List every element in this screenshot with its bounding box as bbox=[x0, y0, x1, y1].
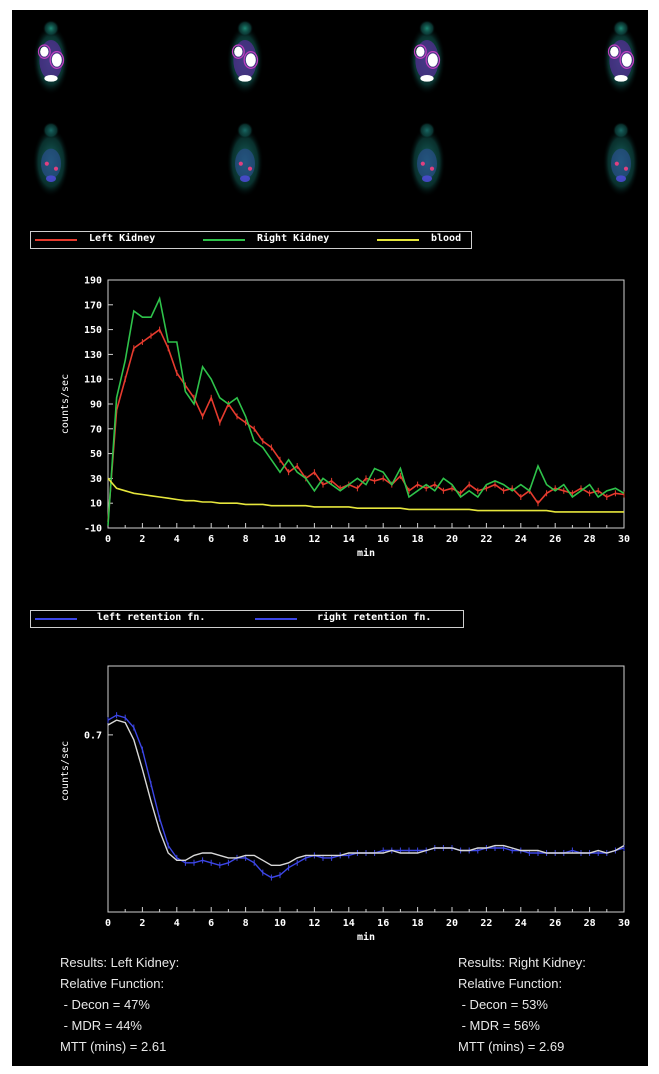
legend-swatch-blood bbox=[377, 239, 419, 241]
legend-swatch-right-kidney bbox=[203, 239, 245, 241]
y-tick-label: 10 bbox=[90, 499, 102, 510]
results-left-mtt: MTT (mins) = 2.61 bbox=[60, 1039, 167, 1054]
x-tick-label: 22 bbox=[480, 534, 492, 545]
x-tick-label: 2 bbox=[139, 534, 145, 545]
legend-label-left-retention: left retention fn. bbox=[97, 612, 206, 623]
x-tick-label: 28 bbox=[584, 918, 596, 929]
results-right-title: Results: Right Kidney: bbox=[458, 955, 586, 970]
results-left-relative: Relative Function: bbox=[60, 976, 165, 991]
results-left-kidney: Results: Left Kidney: Relative Function:… bbox=[60, 952, 179, 1057]
x-tick-label: 20 bbox=[446, 918, 458, 929]
x-tick-label: 30 bbox=[618, 918, 630, 929]
x-tick-label: 28 bbox=[584, 534, 596, 545]
x-tick-label: 16 bbox=[377, 534, 389, 545]
scan-frame bbox=[602, 122, 640, 197]
x-tick-label: 14 bbox=[343, 534, 355, 545]
y-tick-label: 30 bbox=[90, 474, 102, 485]
x-tick-label: 16 bbox=[377, 918, 389, 929]
x-tick-label: 6 bbox=[208, 534, 214, 545]
scan-frame bbox=[408, 20, 446, 95]
y-tick-label: 130 bbox=[84, 350, 102, 361]
legend-label-right-retention: right retention fn. bbox=[317, 612, 432, 623]
x-tick-label: 26 bbox=[549, 918, 561, 929]
renogram-report: Left Kidney Right Kidney blood 0 2 4 6 8 10 12… bbox=[12, 10, 648, 1066]
x-tick-label: 20 bbox=[446, 534, 458, 545]
y-axis-label: counts/sec bbox=[60, 741, 71, 801]
retention-chart: 0 2 4 6 8 10 12 14 16 18 20 22 24 26 28 300.7mincounts/… bbox=[60, 665, 630, 942]
y-tick-label: 110 bbox=[84, 375, 102, 386]
results-right-mtt: MTT (mins) = 2.69 bbox=[458, 1039, 565, 1054]
legend-label-blood: blood bbox=[431, 233, 462, 244]
y-tick-label: 170 bbox=[84, 300, 102, 311]
x-axis-label: min bbox=[357, 931, 375, 942]
x-tick-label: 8 bbox=[243, 534, 249, 545]
series-line-right-kidney bbox=[107, 296, 625, 526]
x-tick-label: 24 bbox=[515, 918, 527, 929]
x-tick-label: 10 bbox=[274, 534, 286, 545]
results-right-mdr: - MDR = 56% bbox=[458, 1018, 540, 1033]
results-right-relative: Relative Function: bbox=[458, 976, 563, 991]
x-tick-label: 2 bbox=[139, 918, 145, 929]
x-tick-label: 24 bbox=[515, 534, 527, 545]
legend-label-left-kidney: Left Kidney bbox=[89, 233, 156, 244]
legend-label-right-kidney: Right Kidney bbox=[257, 233, 330, 244]
scan-row-early bbox=[12, 10, 648, 110]
series-line-right-retention-fn bbox=[107, 719, 625, 867]
scan-frame bbox=[226, 20, 264, 95]
y-tick-label: 150 bbox=[84, 325, 102, 336]
results-right-kidney: Results: Right Kidney: Relative Function… bbox=[458, 952, 586, 1057]
x-tick-label: 18 bbox=[412, 534, 424, 545]
scan-frame bbox=[602, 20, 640, 95]
x-tick-label: 30 bbox=[618, 534, 630, 545]
results-left-mdr: - MDR = 44% bbox=[60, 1018, 142, 1033]
chart2-legend: left retention fn. right retention fn. bbox=[30, 610, 464, 628]
x-tick-label: 12 bbox=[308, 918, 320, 929]
y-tick-label: 190 bbox=[84, 276, 102, 287]
x-tick-label: 0 bbox=[105, 534, 111, 545]
chart1-legend: Left Kidney Right Kidney blood bbox=[30, 231, 472, 249]
y-tick-label: -10 bbox=[84, 524, 102, 535]
y-axis-label: counts/sec bbox=[60, 374, 71, 434]
x-tick-label: 4 bbox=[174, 918, 180, 929]
results-right-decon: - Decon = 53% bbox=[458, 997, 548, 1012]
results-left-title: Results: Left Kidney: bbox=[60, 955, 180, 970]
x-tick-label: 4 bbox=[174, 534, 180, 545]
renogram-chart: 0 2 4 6 8 10 12 14 16 18 20 22 24 26 28 30-101030507090… bbox=[60, 276, 630, 560]
legend-swatch-left-kidney bbox=[35, 239, 77, 241]
x-tick-label: 0 bbox=[105, 918, 111, 929]
plot-frame bbox=[107, 665, 625, 913]
x-axis-label: min bbox=[357, 547, 375, 559]
legend-swatch-left-retention bbox=[35, 618, 77, 620]
y-tick-label: 0.7 bbox=[84, 730, 102, 741]
scan-row-late bbox=[12, 112, 648, 212]
x-tick-label: 12 bbox=[308, 534, 320, 545]
x-tick-label: 22 bbox=[480, 918, 492, 929]
scan-frame bbox=[226, 122, 264, 197]
x-tick-label: 10 bbox=[274, 918, 286, 929]
y-tick-label: 70 bbox=[90, 424, 102, 435]
scan-frame bbox=[408, 122, 446, 197]
x-tick-label: 8 bbox=[243, 918, 249, 929]
x-tick-label: 6 bbox=[208, 918, 214, 929]
y-tick-label: 50 bbox=[90, 449, 102, 460]
series-line-blood bbox=[107, 477, 624, 513]
y-tick-label: 90 bbox=[90, 400, 102, 411]
x-tick-label: 14 bbox=[343, 918, 355, 929]
x-tick-label: 26 bbox=[549, 534, 561, 545]
results-left-decon: - Decon = 47% bbox=[60, 997, 150, 1012]
scan-frame bbox=[32, 20, 70, 95]
x-tick-label: 18 bbox=[412, 918, 424, 929]
scan-frame bbox=[32, 122, 70, 197]
legend-swatch-right-retention bbox=[255, 618, 297, 620]
